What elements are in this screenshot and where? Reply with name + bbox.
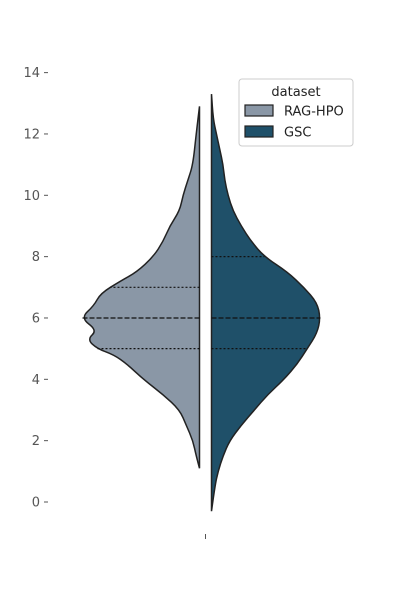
y-tick-label: 10 — [23, 189, 40, 204]
violin-gsc-body — [210, 94, 321, 512]
legend-title: dataset — [271, 85, 320, 100]
legend-swatch — [244, 125, 274, 138]
legend: dataset RAG-HPO GSC — [238, 78, 354, 147]
legend-label: GSC — [284, 126, 311, 141]
legend-swatch — [244, 104, 274, 117]
y-tick-label: 14 — [23, 66, 40, 81]
y-tick-label: 2 — [32, 434, 40, 449]
y-tick-label: 6 — [32, 311, 40, 326]
y-tick-label: 12 — [23, 127, 40, 142]
y-tick-label: 0 — [32, 496, 40, 511]
y-tick-label: 8 — [32, 250, 40, 265]
y-axis: 0 2 4 6 8 10 12 14 — [23, 66, 48, 511]
violins — [80, 94, 321, 512]
y-tick-label: 4 — [32, 373, 40, 388]
legend-label: RAG-HPO — [284, 105, 344, 120]
